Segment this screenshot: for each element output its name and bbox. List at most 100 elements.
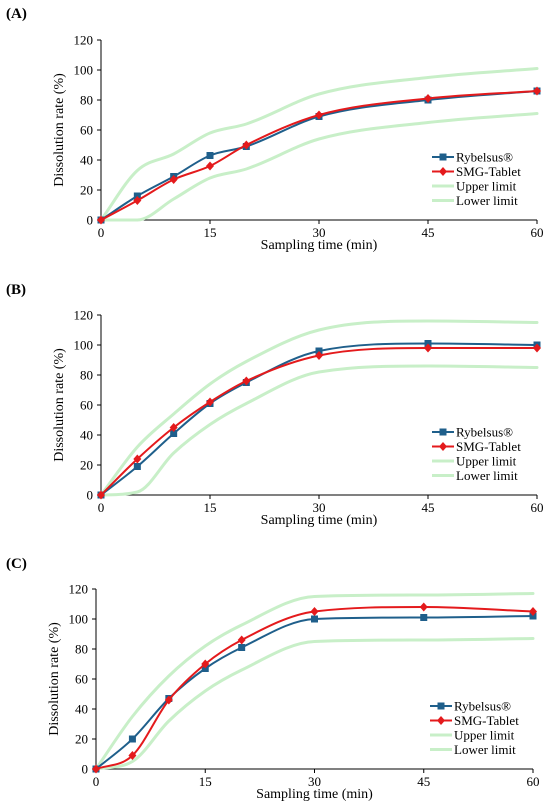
- legend-entry-label: Rybelsus®: [454, 699, 511, 714]
- data-point-diamond: [133, 454, 142, 464]
- x-tick-label: 15: [204, 225, 217, 240]
- data-point-diamond: [92, 764, 100, 774]
- data-point-diamond: [206, 161, 214, 171]
- series-line-2: [99, 67, 539, 222]
- y-tick-label: 120: [74, 33, 94, 48]
- legend-swatch-marker: [437, 716, 445, 725]
- x-tick-label: 45: [417, 774, 430, 789]
- data-point-diamond: [97, 490, 105, 500]
- y-tick-label: 0: [82, 762, 89, 777]
- data-point-diamond: [169, 175, 178, 184]
- data-point-square: [420, 614, 428, 621]
- data-point-diamond: [533, 86, 541, 96]
- y-tick-label: 80: [80, 368, 93, 383]
- y-tick-label: 120: [69, 582, 89, 597]
- data-point-diamond: [97, 215, 105, 225]
- data-point-diamond: [424, 343, 432, 353]
- legend-entry-label: SMG-Tablet: [456, 164, 521, 179]
- data-point-square: [238, 644, 246, 651]
- y-tick-label: 80: [80, 93, 93, 108]
- x-tick-label: 0: [98, 500, 105, 515]
- y-tick-label: 40: [80, 153, 93, 168]
- y-tick-label: 20: [80, 183, 93, 198]
- x-tick-label: 45: [422, 500, 435, 515]
- y-tick-label: 0: [87, 213, 94, 228]
- legend-entry-label: SMG-Tablet: [454, 713, 519, 728]
- y-tick-label: 120: [74, 308, 94, 323]
- data-point-diamond: [237, 635, 246, 645]
- y-tick-label: 0: [87, 488, 94, 503]
- panel-label: (A): [6, 6, 27, 22]
- y-tick-label: 20: [75, 732, 88, 747]
- legend-swatch-marker: [439, 428, 447, 436]
- legend-swatch-marker: [439, 167, 447, 176]
- data-point-diamond: [315, 110, 323, 120]
- chart-panel-3: (C) 0 20 40 60 80 100 120 0 15 30 45 60 Sampling time…: [6, 556, 540, 802]
- data-point-diamond: [242, 376, 251, 386]
- data-point-diamond: [529, 607, 537, 616]
- x-tick-label: 60: [531, 225, 544, 240]
- legend-entry-label: Rybelsus®: [456, 150, 513, 165]
- y-tick-label: 60: [75, 672, 88, 687]
- y-tick-label: 60: [80, 398, 93, 413]
- data-point-diamond: [164, 695, 173, 705]
- x-tick-label: 45: [422, 225, 435, 240]
- data-point-diamond: [201, 659, 210, 669]
- x-tick-label: 0: [98, 225, 105, 240]
- data-point-diamond: [128, 751, 137, 760]
- x-tick-label: 30: [313, 225, 326, 240]
- y-axis-label: Dissolution rate (%): [52, 348, 67, 462]
- y-tick-label: 80: [75, 642, 88, 657]
- legend-entry-label: Lower limit: [454, 742, 516, 757]
- x-tick-label: 30: [313, 500, 326, 515]
- y-tick-label: 100: [74, 338, 94, 353]
- x-axis-label: Sampling time (min): [261, 238, 378, 253]
- x-axis-label: Sampling time (min): [261, 513, 378, 528]
- data-point-diamond: [169, 423, 178, 432]
- y-tick-label: 20: [80, 458, 93, 473]
- x-tick-label: 15: [199, 774, 212, 789]
- legend-entry-label: Upper limit: [456, 179, 517, 194]
- data-point-diamond: [419, 602, 428, 612]
- x-tick-label: 60: [527, 774, 540, 789]
- panel-label: (B): [6, 282, 26, 298]
- x-tick-label: 0: [93, 774, 100, 789]
- y-axis-label: Dissolution rate (%): [52, 73, 67, 187]
- data-point-diamond: [533, 343, 541, 353]
- series-line-3: [99, 112, 539, 222]
- data-point-diamond: [315, 351, 323, 360]
- data-point-diamond: [242, 140, 251, 150]
- data-point-diamond: [424, 94, 432, 103]
- data-point-square: [170, 430, 178, 437]
- x-tick-label: 30: [308, 774, 321, 789]
- legend-entry-label: Lower limit: [456, 468, 518, 483]
- y-tick-label: 40: [80, 428, 93, 443]
- series-line-2: [94, 592, 535, 771]
- legend-entry-label: Lower limit: [456, 193, 518, 208]
- legend-entry-label: Upper limit: [454, 728, 515, 743]
- y-tick-label: 100: [74, 63, 94, 78]
- data-point-square: [311, 615, 318, 623]
- legend-swatch-marker: [439, 153, 447, 161]
- data-point-square: [206, 152, 214, 159]
- data-point-square: [128, 735, 136, 743]
- panel-label: (C): [6, 556, 27, 572]
- data-point-diamond: [133, 196, 142, 205]
- y-tick-label: 100: [69, 612, 89, 627]
- x-tick-label: 60: [531, 500, 544, 515]
- data-point-diamond: [206, 397, 214, 407]
- y-axis-label: Dissolution rate (%): [47, 622, 62, 736]
- legend-swatch-marker: [439, 442, 447, 451]
- y-tick-label: 40: [75, 702, 88, 717]
- chart-panel-2: (B) 0 20 40 60 80 100 120 0 15 30 45 60 Sampling time…: [6, 282, 544, 528]
- legend-entry-label: Upper limit: [456, 454, 517, 469]
- legend-entry-label: Rybelsus®: [456, 425, 513, 440]
- series-line-3: [94, 637, 535, 771]
- y-tick-label: 60: [80, 123, 93, 138]
- legend-entry-label: SMG-Tablet: [456, 439, 521, 454]
- series-line-2: [99, 319, 539, 497]
